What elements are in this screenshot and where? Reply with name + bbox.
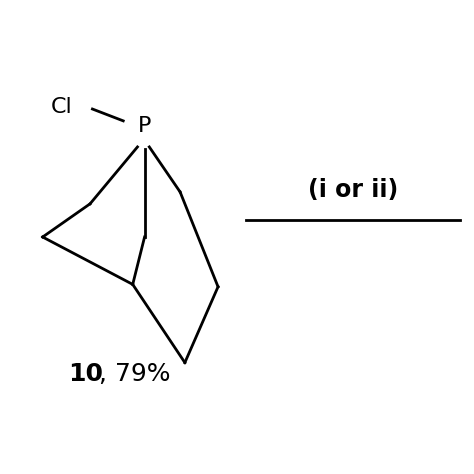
Text: 10: 10 bbox=[68, 363, 103, 386]
Text: P: P bbox=[138, 116, 151, 136]
Text: , 79%: , 79% bbox=[100, 363, 171, 386]
Text: (i or ii): (i or ii) bbox=[308, 178, 398, 201]
Text: Cl: Cl bbox=[51, 97, 73, 117]
